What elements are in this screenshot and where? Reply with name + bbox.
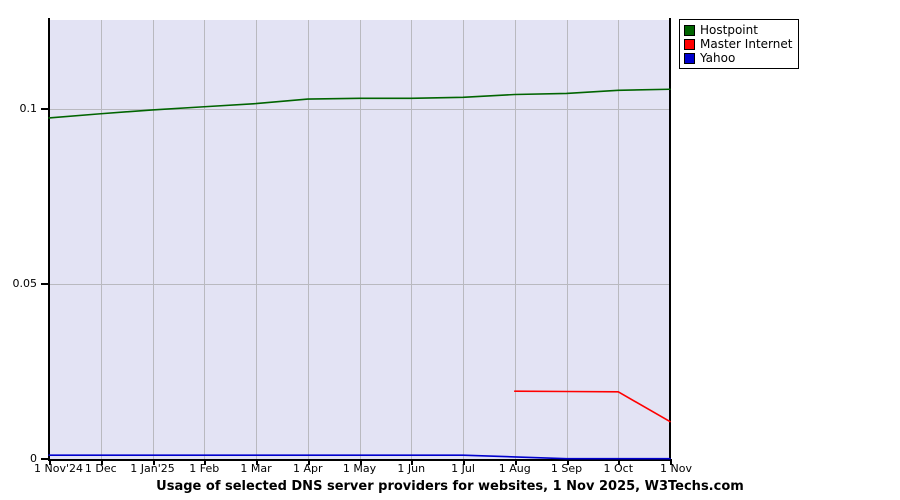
x-tick-label: 1 Nov'24 (34, 462, 83, 475)
y-tick-mark (41, 283, 49, 286)
x-tick-label: 1 Oct (603, 462, 634, 475)
x-tick-mark (152, 459, 155, 465)
x-tick-label: 1 Jun (397, 462, 426, 475)
x-tick-mark (256, 459, 258, 465)
x-tick-mark (100, 459, 103, 465)
x-tick-mark (307, 459, 310, 465)
gridline-vertical (152, 20, 154, 459)
legend-item-hostpoint[interactable]: Hostpoint (684, 23, 792, 37)
x-tick-label: 1 Mar (240, 462, 272, 475)
y-tick-mark (41, 108, 49, 111)
y-tick-label: 0 (30, 452, 37, 465)
legend-item-label: Master Internet (700, 36, 793, 51)
x-tick-label: 1 Apr (292, 462, 323, 475)
y-axis-line (48, 18, 50, 461)
x-tick-label: 1 Feb (189, 462, 220, 475)
legend-swatch-green (684, 24, 695, 36)
series-line-yahoo (48, 454, 671, 460)
x-tick-label: 1 May (342, 462, 377, 475)
gridline-vertical (566, 20, 568, 459)
legend: Hostpoint Master Internet Yahoo (679, 19, 800, 69)
series-lines (48, 88, 671, 460)
x-tick-mark (463, 459, 465, 465)
y-tick-mark (41, 458, 49, 460)
x-tick-label: 1 Nov (660, 462, 692, 475)
gridline-vertical (411, 20, 413, 459)
x-tick-mark (204, 459, 207, 465)
gridline-vertical (618, 20, 620, 459)
gridline-vertical (463, 20, 464, 459)
series-line-hostpoint (48, 88, 671, 119)
gridline-vertical (514, 20, 516, 459)
y-tick-label: 0.05 (12, 277, 38, 291)
chart-caption: Usage of selected DNS server providers f… (156, 479, 744, 494)
legend-swatch-blue (684, 52, 695, 64)
x-tick-label: 1 Aug (498, 462, 531, 475)
x-tick-mark (670, 459, 672, 465)
gridline-vertical (307, 20, 309, 459)
series-line-master-internet (513, 390, 671, 423)
x-tick-label: 1 Sep (550, 462, 583, 475)
y-tick-label: 0.1 (19, 102, 38, 116)
x-tick-mark (514, 459, 517, 465)
legend-item-master-internet[interactable]: Master Internet (684, 37, 792, 51)
x-tick-mark (618, 459, 621, 465)
x-tick-label: 1 Dec (84, 462, 117, 475)
legend-swatch-red (684, 38, 695, 50)
legend-item-label: Yahoo (700, 50, 736, 65)
x-tick-mark (411, 459, 414, 465)
gridline-vertical (359, 20, 361, 459)
x-tick-label: 1 Jan'25 (130, 462, 175, 475)
x-tick-mark (49, 459, 51, 465)
x-tick-mark (566, 459, 569, 465)
gridline-vertical (256, 20, 257, 459)
x-tick-label: 1 Jul (451, 462, 475, 475)
legend-item-yahoo[interactable]: Yahoo (684, 51, 792, 65)
legend-item-label: Hostpoint (700, 22, 758, 37)
plot-right-border (669, 18, 671, 461)
x-tick-mark (359, 459, 362, 465)
gridline-vertical (204, 20, 206, 459)
gridline-vertical (100, 20, 102, 459)
